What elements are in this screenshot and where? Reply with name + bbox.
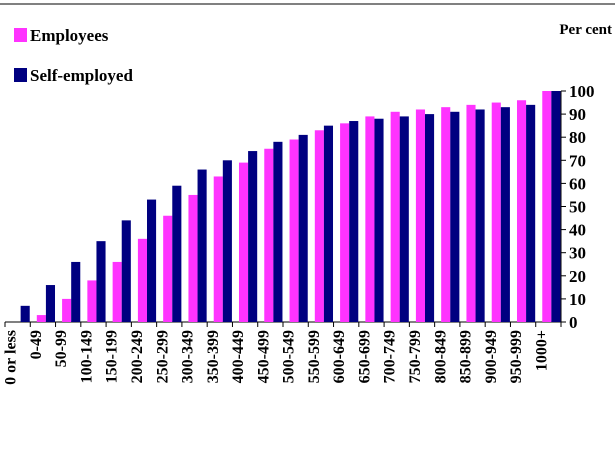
bar <box>238 162 249 322</box>
bar <box>425 114 435 322</box>
bar <box>96 241 106 322</box>
x-tick-label: 1000+ <box>533 330 550 371</box>
y-tick-label: 80 <box>569 128 586 147</box>
bar <box>551 91 561 322</box>
legend-label: Employees <box>30 26 109 45</box>
x-tick-label: 150-199 <box>104 330 121 383</box>
y-tick-label: 90 <box>569 105 586 124</box>
y-tick-label: 20 <box>569 267 586 286</box>
x-tick-label: 100-149 <box>78 330 95 383</box>
bar <box>147 199 157 322</box>
bar <box>172 185 182 322</box>
bar <box>36 315 46 322</box>
bar <box>542 91 552 322</box>
legend-label: Self-employed <box>30 66 133 85</box>
legend-swatch <box>14 28 27 42</box>
x-tick-label: 400-449 <box>230 330 247 383</box>
bar <box>349 121 359 322</box>
bar <box>340 123 350 322</box>
x-tick-label: 0-49 <box>28 330 45 359</box>
bar <box>248 151 258 322</box>
bar <box>188 194 198 322</box>
x-tick-label: 450-499 <box>255 330 272 383</box>
bar <box>298 134 308 322</box>
bar <box>399 116 409 322</box>
bar <box>20 305 30 322</box>
bar <box>415 109 425 322</box>
x-tick-label: 600-649 <box>331 330 348 383</box>
x-tick-label: 650-699 <box>356 330 373 383</box>
bar <box>491 102 501 322</box>
bar <box>441 107 451 322</box>
y-tick-label: 40 <box>569 221 586 240</box>
bar <box>390 111 400 322</box>
y-tick-label: 0 <box>569 313 578 332</box>
bar <box>112 261 122 322</box>
x-tick-label: 850-899 <box>458 330 475 383</box>
bar <box>516 100 527 323</box>
bar <box>273 141 283 322</box>
y-axis-label: Per cent <box>559 22 612 38</box>
bar <box>365 116 375 322</box>
x-tick-label: 900-949 <box>483 330 500 383</box>
bar <box>163 215 173 322</box>
x-tick-label: 50-99 <box>53 330 70 367</box>
x-tick-label: 500-549 <box>281 330 298 383</box>
legend-swatch <box>14 68 27 82</box>
x-tick-label: 300-349 <box>180 330 197 383</box>
bar <box>121 220 131 322</box>
y-tick-label: 60 <box>569 174 586 193</box>
y-tick-label: 30 <box>569 244 586 263</box>
x-tick-label: 550-599 <box>306 330 323 383</box>
y-tick-label: 100 <box>569 82 595 101</box>
bar <box>213 176 223 322</box>
bar <box>323 125 334 323</box>
x-tick-label: 700-749 <box>382 330 399 383</box>
bar <box>466 104 476 322</box>
y-tick-label: 50 <box>569 198 586 217</box>
bar <box>500 107 510 322</box>
bar <box>62 298 72 322</box>
bar <box>137 238 147 322</box>
bar <box>71 261 81 322</box>
bar <box>374 118 384 322</box>
bar <box>197 169 207 322</box>
x-tick-label: 350-399 <box>205 330 222 383</box>
bar <box>475 109 485 322</box>
x-tick-label: 200-249 <box>129 330 146 383</box>
x-tick-label: 250-299 <box>154 330 171 383</box>
bar <box>289 139 299 322</box>
bar <box>314 130 324 322</box>
x-tick-label: 0 or less <box>3 330 20 385</box>
bar <box>264 148 274 322</box>
y-tick-label: 70 <box>569 151 586 170</box>
y-tick-label: 10 <box>569 290 586 309</box>
bar <box>526 104 536 322</box>
bar <box>45 285 56 322</box>
bar <box>87 280 97 322</box>
x-tick-label: 950-999 <box>508 330 525 383</box>
bar <box>222 160 232 322</box>
bar <box>450 111 460 322</box>
x-tick-label: 750-799 <box>407 330 424 383</box>
x-tick-label: 800-849 <box>432 330 449 383</box>
